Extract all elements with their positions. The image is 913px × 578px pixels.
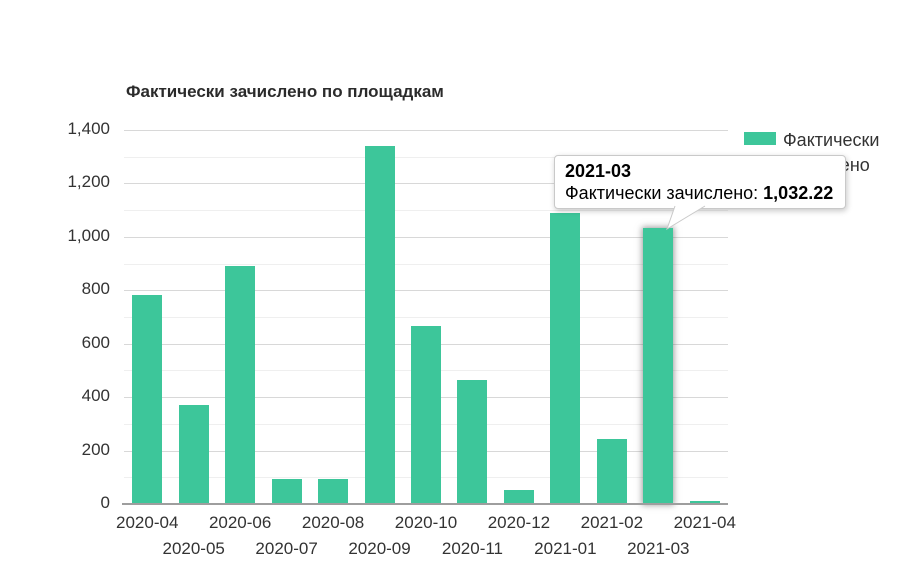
bar-2020-09[interactable] [364, 146, 395, 504]
tooltip-series-label: Фактически зачислено: [565, 183, 764, 203]
y-axis-label: 600 [81, 332, 110, 352]
bar-2020-12[interactable] [503, 490, 534, 504]
plot-area [122, 130, 728, 505]
x-axis-label: 2020-10 [394, 513, 458, 532]
bar-2021-02[interactable] [596, 439, 627, 504]
bar-2020-10[interactable] [411, 326, 441, 504]
bar-2021-01[interactable] [550, 213, 581, 504]
bar-2020-07[interactable] [271, 479, 302, 504]
gridline [124, 317, 728, 318]
bar-2020-05[interactable] [178, 405, 209, 504]
x-axis-label: 2020-09 [348, 539, 411, 558]
bar-2021-03[interactable] [643, 228, 674, 504]
tooltip-value-line: Фактически зачислено: 1,032.22 [565, 182, 833, 204]
y-axis-label: 800 [81, 279, 110, 299]
tooltip-tail-icon [666, 205, 706, 231]
bar-2020-06[interactable] [225, 266, 256, 504]
x-axis-label: 2021-04 [673, 513, 736, 532]
gridline [124, 210, 728, 212]
bar-2020-11[interactable] [457, 380, 488, 504]
gridline [124, 130, 728, 131]
x-axis-label: 2021-03 [627, 539, 690, 558]
chart-title: Фактически зачислено по площадкам [126, 82, 444, 101]
x-axis-label: 2020-08 [301, 513, 365, 532]
gridline [124, 290, 728, 292]
tooltip-value: 1,032.22 [763, 183, 834, 203]
gridline [124, 156, 728, 158]
gridline [124, 236, 728, 238]
tooltip: 2021-03 Фактически зачислено: 1,032.22 [554, 155, 847, 209]
x-axis-label: 2020-12 [487, 513, 551, 532]
bar-2021-04[interactable] [689, 501, 720, 504]
y-axis-label: 0 [100, 493, 110, 512]
y-axis-label: 400 [81, 386, 110, 406]
gridline [124, 183, 728, 185]
tooltip-title: 2021-03 [565, 161, 632, 181]
x-axis-label: 2020-05 [162, 539, 225, 558]
x-axis-label: 2020-06 [208, 513, 272, 532]
y-axis-label: 200 [81, 439, 110, 459]
legend-swatch-icon [744, 132, 776, 145]
x-axis-label: 2020-04 [116, 513, 179, 532]
x-axis-line [122, 503, 728, 505]
bar-2020-08[interactable] [318, 479, 349, 504]
bar-2020-04[interactable] [132, 295, 163, 504]
y-axis-label: 1,200 [67, 172, 110, 192]
y-axis-label: 1,000 [67, 225, 110, 245]
x-axis-label: 2021-01 [534, 539, 597, 558]
x-axis-label: 2021-02 [580, 513, 644, 532]
gridline [124, 263, 728, 265]
x-axis-label: 2020-07 [255, 539, 318, 558]
x-axis-label: 2020-11 [441, 539, 504, 558]
y-axis-label: 1,400 [67, 119, 110, 138]
